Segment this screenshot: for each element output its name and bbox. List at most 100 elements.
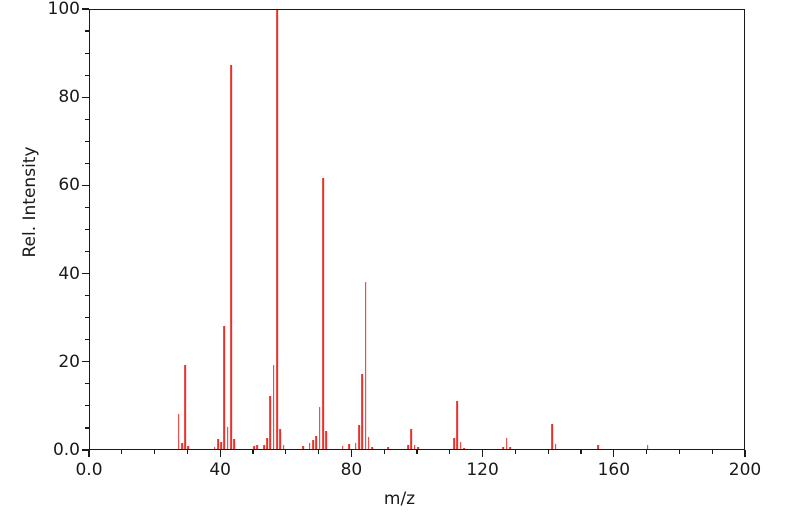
spectrum-peak bbox=[276, 10, 278, 449]
y-axis-tick-label: 60 bbox=[58, 175, 80, 196]
y-axis-minor-tick bbox=[85, 295, 89, 297]
spectrum-peak bbox=[502, 446, 505, 449]
y-axis-minor-tick bbox=[85, 140, 89, 142]
x-axis-tick bbox=[613, 450, 615, 457]
spectrum-peak bbox=[256, 444, 259, 449]
plot-area bbox=[89, 9, 745, 450]
y-axis-tick-label: 20 bbox=[58, 351, 80, 372]
x-axis-tick bbox=[482, 450, 484, 457]
spectrum-peak bbox=[180, 443, 183, 449]
x-axis-minor-tick bbox=[580, 450, 582, 454]
y-axis-tick bbox=[82, 361, 89, 363]
y-axis-minor-tick bbox=[85, 52, 89, 54]
x-axis-minor-tick bbox=[449, 450, 451, 454]
spectrum-peak bbox=[226, 426, 229, 449]
y-axis-tick bbox=[82, 273, 89, 275]
y-axis-tick-label: 40 bbox=[58, 263, 80, 284]
x-axis-tick bbox=[350, 450, 352, 457]
x-axis-minor-tick bbox=[154, 450, 156, 454]
spectrum-peak bbox=[325, 431, 327, 449]
spectrum-peak bbox=[364, 282, 367, 449]
spectrum-peak bbox=[358, 424, 360, 449]
y-axis-minor-tick bbox=[85, 405, 89, 407]
y-axis-minor-tick bbox=[85, 427, 89, 429]
x-axis-tick bbox=[744, 450, 746, 457]
spectrum-peak bbox=[269, 396, 272, 449]
spectrum-peak bbox=[646, 445, 649, 449]
spectrum-peak bbox=[453, 437, 455, 449]
y-axis-minor-tick bbox=[85, 228, 89, 231]
x-axis-minor-tick bbox=[711, 450, 713, 454]
spectrum-peak bbox=[417, 447, 419, 449]
y-axis-minor-tick bbox=[85, 30, 89, 32]
spectrum-peak bbox=[230, 65, 232, 449]
spectrum-peak bbox=[177, 413, 180, 449]
spectrum-peak bbox=[459, 441, 462, 449]
x-axis-tick-label: 120 bbox=[466, 460, 499, 480]
spectrum-peak bbox=[233, 439, 236, 449]
y-axis-minor-tick bbox=[85, 317, 89, 319]
x-axis-minor-tick bbox=[285, 450, 287, 454]
y-axis-minor-tick bbox=[85, 339, 89, 341]
x-axis-tick-label: 0.0 bbox=[75, 460, 103, 480]
spectrum-peak bbox=[551, 424, 554, 449]
spectrum-peak bbox=[367, 436, 370, 449]
x-axis-minor-tick bbox=[121, 450, 123, 454]
spectrum-peak bbox=[223, 325, 226, 449]
spectrum-peak bbox=[508, 447, 511, 449]
spectrum-peak bbox=[220, 442, 223, 449]
spectrum-peak bbox=[387, 446, 390, 449]
x-axis-tick-label: 160 bbox=[597, 460, 631, 480]
spectrum-peak bbox=[407, 444, 409, 449]
spectrum-peak bbox=[308, 442, 311, 449]
x-axis-minor-tick bbox=[678, 450, 680, 454]
spectrum-peak bbox=[354, 443, 357, 449]
spectrum-peak bbox=[217, 439, 219, 449]
y-axis-minor-tick bbox=[85, 250, 89, 253]
x-axis-minor-tick bbox=[318, 450, 320, 454]
spectrum-peak bbox=[312, 440, 314, 449]
spectrum-peak bbox=[187, 446, 190, 449]
x-axis-minor-tick bbox=[547, 450, 549, 454]
spectrum-peak bbox=[253, 446, 255, 449]
y-axis-minor-tick bbox=[85, 74, 89, 76]
spectrum-peak bbox=[302, 446, 305, 449]
spectrum-peak bbox=[279, 428, 282, 449]
spectrum-peak bbox=[262, 444, 265, 449]
y-axis-tick bbox=[82, 8, 89, 10]
spectrum-peak bbox=[597, 445, 600, 449]
x-axis-label: m/z bbox=[383, 489, 416, 509]
x-axis-minor-tick bbox=[646, 450, 648, 454]
x-axis-minor-tick bbox=[416, 450, 418, 454]
x-axis-minor-tick bbox=[383, 450, 385, 454]
x-axis-minor-tick bbox=[252, 450, 254, 454]
spectrum-peak bbox=[213, 446, 216, 449]
y-axis-minor-tick bbox=[85, 118, 89, 120]
y-axis-minor-tick bbox=[85, 206, 89, 209]
x-axis-tick bbox=[88, 450, 90, 457]
spectrum-peak bbox=[463, 447, 465, 449]
y-axis-label: Rel. Intensity bbox=[20, 146, 40, 258]
x-axis-tick bbox=[219, 450, 221, 457]
spectrum-peak bbox=[371, 446, 373, 449]
spectrum-peak bbox=[554, 443, 557, 449]
spectrum-peak bbox=[456, 400, 459, 449]
y-axis-minor-tick bbox=[85, 162, 89, 164]
y-axis-tick bbox=[82, 96, 89, 98]
spectrum-peak bbox=[315, 435, 318, 449]
spectrum-peak bbox=[318, 407, 321, 449]
spectrum-peak bbox=[184, 365, 186, 449]
spectrum-peak bbox=[322, 177, 324, 449]
y-axis-tick bbox=[82, 449, 89, 451]
x-axis-tick-label: 80 bbox=[340, 460, 363, 480]
x-axis-minor-tick bbox=[186, 450, 188, 454]
spectrum-peak bbox=[282, 444, 285, 449]
x-axis-tick-label: 40 bbox=[209, 460, 232, 480]
spectrum-peak bbox=[266, 437, 268, 449]
y-axis-minor-tick bbox=[85, 383, 89, 385]
spectrum-peak bbox=[272, 365, 275, 449]
x-axis-minor-tick bbox=[514, 450, 516, 454]
y-axis-tick bbox=[82, 184, 89, 186]
spectrum-peak bbox=[348, 444, 350, 449]
